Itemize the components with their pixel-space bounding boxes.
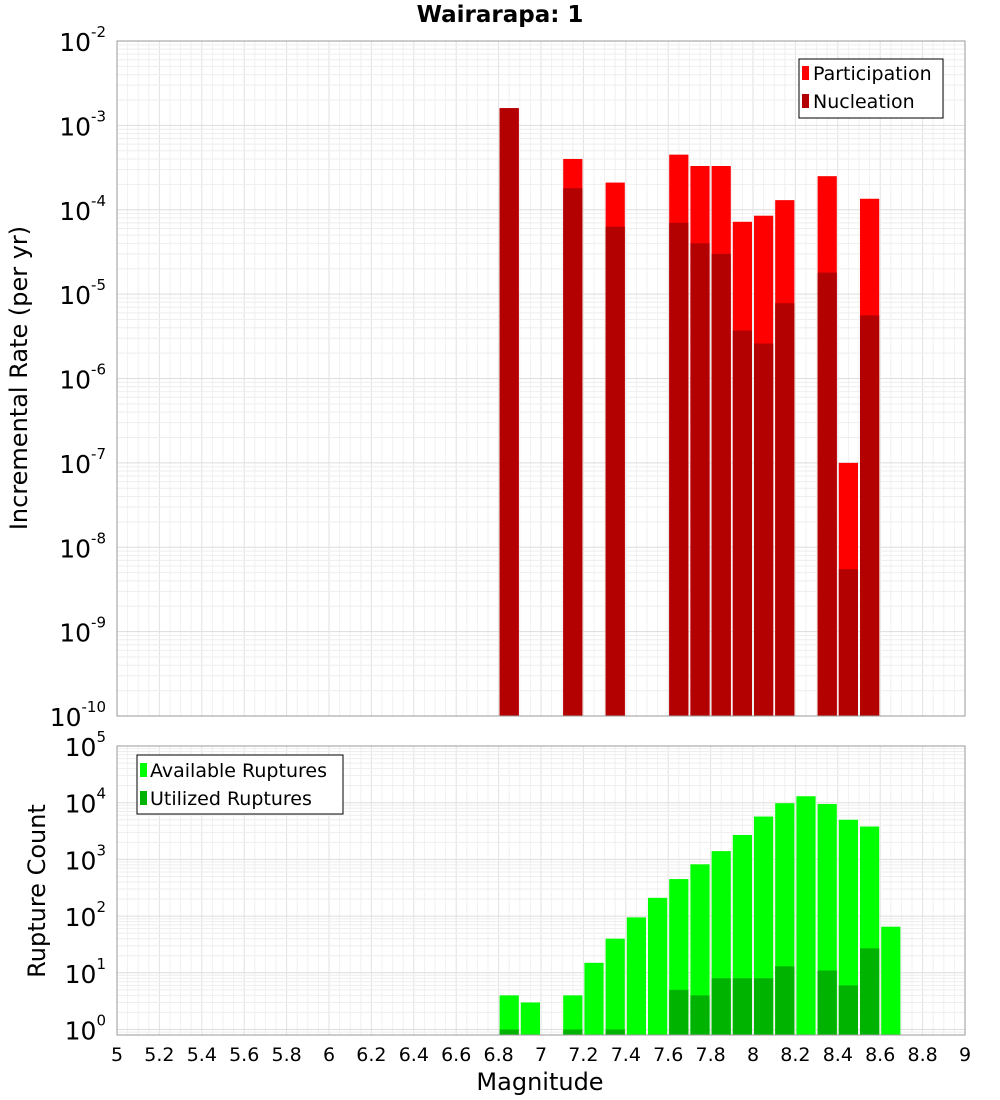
x-tick-label: 5.2 — [144, 1044, 174, 1066]
x-tick-label: 7 — [535, 1044, 547, 1066]
x-tick-label: 9 — [959, 1044, 971, 1066]
x-axis-label: Magnitude — [476, 1068, 603, 1096]
bottom-y-tick-label: 104 — [65, 785, 106, 819]
x-tick-label: 8 — [747, 1044, 759, 1066]
bottom-bar-utilized-ruptures — [817, 970, 837, 1035]
top-bar-nucleation — [669, 222, 689, 716]
bottom-bar-utilized-ruptures — [860, 948, 880, 1035]
legend-swatch-available — [140, 763, 147, 777]
x-tick-label: 8.6 — [865, 1044, 895, 1066]
x-tick-label: 8.4 — [823, 1044, 853, 1066]
legend-label-utilized: Utilized Ruptures — [150, 788, 312, 810]
x-tick-label: 6.8 — [483, 1044, 513, 1066]
top-y-tick-label: 10-8 — [59, 529, 106, 563]
bottom-bar-utilized-ruptures — [754, 978, 774, 1035]
bottom-bar-available-ruptures — [796, 796, 816, 1035]
bottom-bar-utilized-ruptures — [563, 1029, 583, 1035]
top-y-tick-label: 10-2 — [59, 23, 106, 57]
bottom-y-tick-label: 103 — [65, 841, 106, 875]
bottom-bar-utilized-ruptures — [711, 978, 731, 1035]
bottom-bar-available-ruptures — [626, 917, 646, 1035]
bottom-bar-available-ruptures — [881, 926, 901, 1035]
bottom-bar-utilized-ruptures — [669, 989, 689, 1035]
top-bar-nucleation — [563, 188, 583, 717]
bottom-bar-available-ruptures — [499, 995, 519, 1035]
x-tick-label: 6.2 — [356, 1044, 386, 1066]
bottom-bar-utilized-ruptures — [499, 1029, 519, 1035]
top-bar-nucleation — [732, 330, 752, 716]
top-plot-panel: 10-2 10-3 10-4 10-5 10-6 10-7 10-8 10-9 10-10 In… — [5, 23, 966, 732]
x-tick-label: 5.4 — [187, 1044, 217, 1066]
bottom-y-tick-label: 105 — [65, 728, 106, 762]
top-y-tick-label: 10-3 — [59, 107, 106, 141]
chart-title: Wairarapa: 1 — [417, 2, 584, 28]
legend-swatch-participation — [802, 66, 809, 80]
bottom-y-tick-label: 101 — [65, 955, 106, 989]
top-bar-nucleation — [860, 315, 880, 716]
top-y-tick-label: 10-5 — [59, 276, 106, 310]
bottom-legend: Available Ruptures Utilized Ruptures — [136, 754, 344, 815]
top-bar-nucleation — [838, 569, 858, 716]
x-tick-label: 8.8 — [907, 1044, 937, 1066]
bottom-plot-panel: 105 104 103 102 101 100 5 5.2 5.4 5.6 5.8 6 6.2 6.4 6… — [23, 728, 971, 1096]
top-bar-nucleation — [754, 343, 774, 716]
top-y-tick-label: 10-10 — [50, 698, 106, 732]
top-bar-nucleation — [711, 253, 731, 716]
legend-label-nucleation: Nucleation — [813, 91, 915, 113]
top-y-tick-label: 10-9 — [59, 614, 106, 648]
bottom-bar-available-ruptures — [838, 819, 858, 1035]
bottom-y-axis-label: Rupture Count — [23, 804, 51, 978]
top-y-tick-label: 10-6 — [59, 361, 106, 395]
bottom-bar-utilized-ruptures — [605, 1029, 625, 1035]
bottom-bar-utilized-ruptures — [838, 985, 858, 1035]
top-bar-nucleation — [499, 108, 519, 717]
legend-swatch-utilized — [140, 791, 147, 805]
bottom-bar-available-ruptures — [690, 864, 710, 1035]
bottom-bar-utilized-ruptures — [690, 995, 710, 1035]
top-bar-nucleation — [817, 272, 837, 716]
x-tick-label: 5 — [111, 1044, 123, 1066]
bottom-bar-available-ruptures — [520, 1002, 540, 1035]
top-y-axis-label: Incremental Rate (per yr) — [5, 226, 33, 530]
legend-swatch-nucleation — [802, 94, 809, 108]
bottom-y-tick-label: 102 — [65, 898, 106, 932]
bottom-bar-available-ruptures — [605, 938, 625, 1035]
x-tick-label: 7.2 — [568, 1044, 598, 1066]
bottom-bar-available-ruptures — [584, 962, 604, 1035]
legend-label-available: Available Ruptures — [150, 760, 327, 782]
x-tick-label: 5.6 — [229, 1044, 259, 1066]
top-bar-nucleation — [775, 303, 795, 716]
x-tick-label: 6.6 — [441, 1044, 471, 1066]
x-tick-label: 5.8 — [271, 1044, 301, 1066]
top-y-tick-label: 10-4 — [59, 192, 106, 226]
bottom-bar-available-ruptures — [648, 897, 668, 1035]
top-bar-nucleation — [605, 226, 625, 716]
x-tick-label: 6 — [323, 1044, 335, 1066]
x-tick-label: 7.6 — [653, 1044, 683, 1066]
bottom-bar-available-ruptures — [563, 995, 583, 1035]
x-tick-label: 8.2 — [780, 1044, 810, 1066]
bottom-y-tick-label: 100 — [65, 1012, 106, 1046]
x-tick-label: 7.8 — [695, 1044, 725, 1066]
bottom-bar-utilized-ruptures — [775, 966, 795, 1035]
top-legend: Participation Nucleation — [798, 58, 944, 119]
top-bar-nucleation — [690, 243, 710, 717]
top-y-tick-label: 10-7 — [59, 445, 106, 479]
legend-label-participation: Participation — [813, 63, 932, 85]
x-tick-label: 6.4 — [399, 1044, 429, 1066]
bottom-bar-utilized-ruptures — [732, 978, 752, 1035]
x-tick-label: 7.4 — [611, 1044, 641, 1066]
